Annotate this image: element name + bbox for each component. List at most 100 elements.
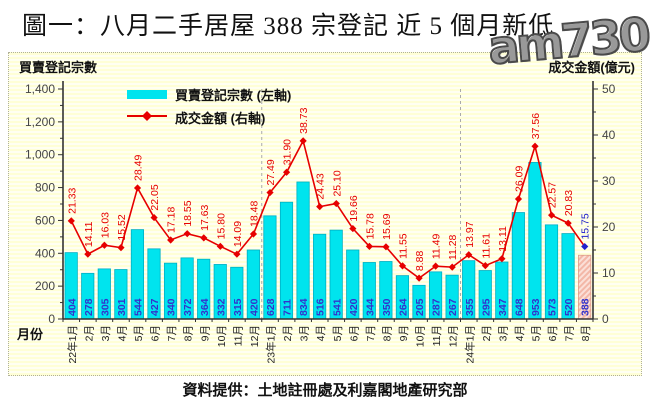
legend-label: 成交金額 (右軸) — [175, 111, 266, 126]
x-tick-label: 6月 — [348, 325, 360, 341]
line-point — [498, 255, 506, 263]
x-tick-label: 10月 — [415, 325, 427, 347]
x-tick-label: 22年1月 — [66, 325, 79, 364]
line-point — [266, 188, 274, 197]
legend: 買賣登記宗數 (左軸) 成交金額 (右軸) — [127, 83, 291, 129]
line-point — [84, 250, 92, 258]
point-value-label: 8.88 — [414, 251, 426, 272]
line-point — [183, 230, 191, 238]
left-tick-label: 1,400 — [25, 82, 55, 96]
bar-value-label: 541 — [331, 298, 343, 316]
bar-value-label: 420 — [248, 298, 260, 316]
chart-container: 404 278 305 301 544 427 340 372 364 332 315 420 628 7… — [8, 52, 642, 376]
line-point — [167, 236, 175, 244]
point-value-label: 18.48 — [248, 201, 260, 227]
left-tick-label: 0 — [48, 312, 55, 326]
line-point — [581, 242, 589, 251]
bar-value-label: 516 — [315, 298, 327, 316]
line-point — [448, 263, 456, 271]
line-point — [332, 199, 340, 208]
x-tick-label: 3月 — [497, 325, 509, 341]
left-tick-label: 400 — [35, 246, 55, 260]
bar-value-label: 350 — [381, 298, 393, 316]
bar-value-label: 520 — [563, 298, 575, 316]
bar-value-label: 278 — [83, 298, 95, 316]
x-tick-label: 6月 — [547, 325, 559, 341]
line-point — [564, 219, 572, 227]
right-axis-title: 成交金額(億元) — [548, 60, 635, 75]
line-point — [233, 250, 241, 258]
bar-value-label: 372 — [182, 298, 194, 316]
x-tick-label: 10月 — [216, 325, 228, 347]
point-value-label: 14.09 — [232, 221, 244, 247]
x-tick-label: 7月 — [365, 325, 377, 341]
x-tick-label: 3月 — [100, 325, 112, 341]
line-point — [432, 262, 440, 270]
line-point — [514, 195, 523, 203]
x-tick-label: 9月 — [199, 325, 211, 341]
right-tick-label: 30 — [602, 174, 616, 188]
line-point — [67, 217, 75, 225]
source-note: 資料提供：土地註冊處及利嘉閣地產研究部 — [182, 382, 468, 399]
bar-value-label: 404 — [66, 298, 78, 316]
x-tick-label: 12月 — [249, 325, 261, 347]
bar-value-label: 427 — [149, 298, 161, 316]
point-value-label: 21.33 — [66, 187, 78, 213]
point-value-label: 15.80 — [215, 213, 227, 239]
bar-series-swatch — [127, 90, 167, 99]
point-value-label: 11.28 — [447, 234, 459, 260]
bar-value-label: 332 — [215, 298, 227, 316]
line-point — [117, 244, 125, 252]
bar-value-label: 287 — [431, 298, 443, 316]
point-value-label: 15.75 — [580, 213, 592, 239]
bar-value-label: 648 — [513, 298, 525, 316]
right-tick-label: 20 — [602, 220, 616, 234]
bar — [296, 181, 310, 320]
left-axis-title: 買賣登記宗數 — [19, 60, 98, 75]
right-tick-label: 0 — [602, 312, 609, 326]
x-tick-label: 24年1月 — [463, 325, 476, 364]
left-tick-label: 600 — [35, 213, 55, 227]
point-value-label: 26.09 — [513, 166, 525, 192]
point-value-label: 18.55 — [182, 200, 194, 226]
x-tick-label: 11月 — [431, 325, 443, 346]
line-point — [481, 261, 489, 270]
point-value-label: 14.11 — [83, 221, 95, 247]
line-point — [531, 142, 539, 150]
x-axis-title: 月份 — [17, 327, 44, 342]
point-value-label: 25.10 — [331, 170, 343, 196]
point-value-label: 15.69 — [381, 213, 393, 239]
x-tick-label: 8月 — [381, 325, 393, 341]
x-tick-label: 11月 — [232, 325, 244, 346]
line-series — [70, 138, 586, 280]
point-value-label: 22.05 — [149, 184, 161, 210]
bar-value-label: 628 — [265, 298, 277, 316]
x-tick-label: 6月 — [150, 325, 162, 341]
page-title: 圖一：八月二手居屋 388 宗登記 近 5 個月新低 — [22, 13, 555, 40]
bar-value-label: 301 — [116, 298, 128, 316]
point-value-label: 20.83 — [563, 190, 575, 216]
point-value-label: 17.63 — [199, 204, 211, 230]
x-tick-label: 23年1月 — [265, 325, 278, 364]
point-value-label: 37.56 — [530, 113, 542, 139]
left-tick-label: 1,200 — [25, 115, 55, 129]
x-tick-label: 7月 — [166, 325, 178, 341]
bar — [528, 162, 542, 320]
left-tick-label: 200 — [35, 279, 55, 293]
line-point — [349, 224, 357, 233]
point-value-label: 28.49 — [133, 155, 145, 181]
point-value-label: 11.55 — [398, 233, 410, 259]
line-point — [398, 262, 407, 270]
x-tick-label: 7月 — [564, 325, 576, 341]
line-point — [249, 230, 258, 238]
bar-value-label: 344 — [364, 298, 376, 316]
bar-value-label: 834 — [298, 298, 310, 316]
line-point — [200, 234, 208, 242]
bar-value-label: 420 — [348, 298, 360, 316]
point-value-label: 31.90 — [282, 139, 294, 165]
point-value-label: 17.18 — [166, 207, 178, 233]
line-series-swatch — [127, 109, 167, 127]
point-value-label: 27.49 — [265, 159, 277, 185]
x-tick-label: 5月 — [332, 325, 344, 341]
